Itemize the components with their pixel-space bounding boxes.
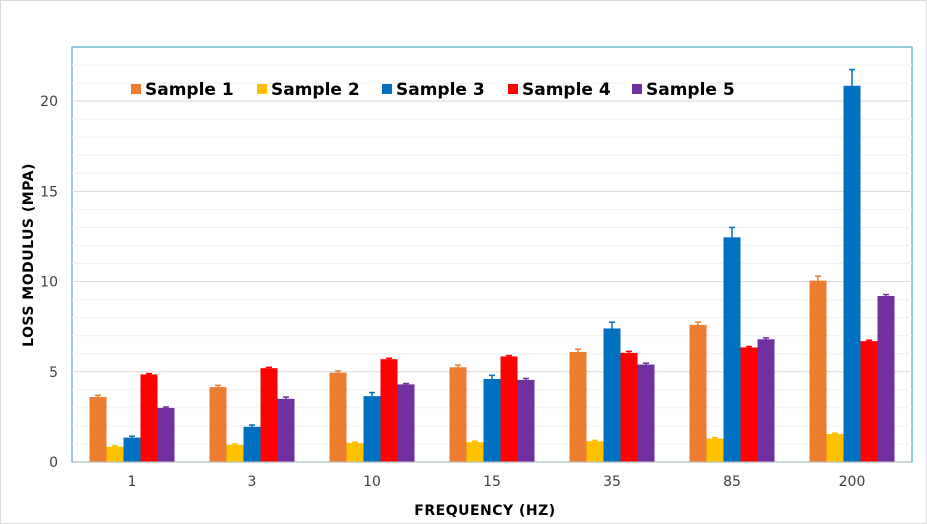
x-tick-label: 15 <box>483 474 501 490</box>
bar <box>123 437 141 462</box>
bar <box>140 374 158 462</box>
bar <box>226 444 244 462</box>
bar <box>860 341 878 462</box>
bar <box>569 351 587 462</box>
bar <box>277 398 295 462</box>
x-axis-title: FREQUENCY (HZ) <box>414 503 555 519</box>
y-tick-label: 5 <box>49 365 58 381</box>
y-axis-title: LOSS MODULUS (MPA) <box>21 163 37 347</box>
bar <box>157 407 175 462</box>
bar <box>586 441 604 462</box>
y-tick-label: 0 <box>49 455 58 471</box>
bar <box>826 434 844 462</box>
legend-label: Sample 4 <box>522 80 611 100</box>
legend-swatch <box>131 84 141 94</box>
bar <box>329 372 347 462</box>
legend-swatch <box>257 84 267 94</box>
bar <box>603 328 621 462</box>
y-tick-label: 20 <box>40 94 58 110</box>
bar <box>620 352 638 462</box>
y-axis-ticks: 0 5 10 15 20 <box>40 94 58 471</box>
bar <box>260 368 278 462</box>
bar <box>740 347 758 462</box>
bar <box>380 359 398 462</box>
bar <box>500 356 518 462</box>
bar <box>243 426 261 462</box>
bar <box>397 384 415 462</box>
bar <box>209 387 227 462</box>
legend-swatch <box>382 84 392 94</box>
bar <box>809 280 827 462</box>
x-tick-label: 10 <box>363 474 381 490</box>
bar <box>706 438 724 462</box>
y-tick-label: 10 <box>40 275 58 291</box>
x-axis-ticks: 1 3 10 15 35 85 200 <box>128 474 866 490</box>
x-tick-label: 200 <box>839 474 866 490</box>
bar <box>363 396 381 462</box>
bar <box>466 442 484 462</box>
bar <box>449 367 467 462</box>
legend-label: Sample 5 <box>646 80 735 100</box>
legend-swatch <box>632 84 642 94</box>
legend: Sample 1 Sample 2 Sample 3 Sample 4 Sample 5 <box>131 80 735 100</box>
bar <box>346 443 364 462</box>
bar <box>757 339 775 462</box>
bar <box>637 364 655 462</box>
y-tick-label: 15 <box>40 184 58 200</box>
legend-label: Sample 3 <box>396 80 485 100</box>
bar <box>517 379 535 462</box>
error-bars <box>95 68 889 448</box>
bar <box>689 324 707 462</box>
minor-gridlines <box>72 64 912 445</box>
legend-label: Sample 2 <box>271 80 360 100</box>
bar <box>877 296 895 462</box>
bar <box>483 379 501 462</box>
bars <box>89 85 895 462</box>
legend-label: Sample 1 <box>145 80 234 100</box>
bar <box>843 85 861 462</box>
bar <box>89 397 107 462</box>
x-tick-label: 1 <box>128 474 137 490</box>
bar <box>106 446 124 462</box>
bar <box>723 237 741 462</box>
legend-swatch <box>508 84 518 94</box>
x-tick-label: 3 <box>248 474 257 490</box>
x-tick-label: 85 <box>723 474 741 490</box>
x-tick-label: 35 <box>603 474 621 490</box>
